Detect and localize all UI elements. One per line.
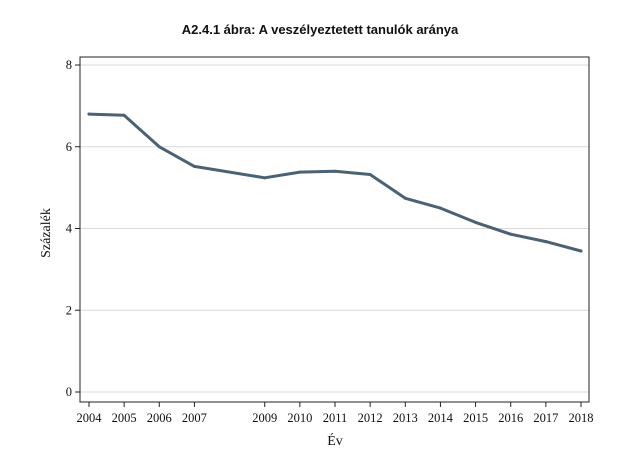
y-axis-title: Százalék [39,208,54,258]
x-tick-label: 2004 [77,411,103,425]
data-point [298,170,302,174]
data-point [368,173,372,177]
y-tick-label: 4 [66,222,73,236]
y-tick-label: 0 [66,385,72,399]
data-point [122,113,126,117]
x-tick-label: 2015 [463,411,488,425]
data-point [333,169,337,173]
x-tick-label: 2009 [252,411,277,425]
data-point [474,220,478,224]
series-line [87,112,583,253]
data-point [544,240,548,244]
x-tick-label: 2012 [358,411,383,425]
x-tick-label: 2018 [569,411,594,425]
x-axis-title: Év [327,432,343,449]
data-point [87,112,91,116]
x-tick-label: 2011 [323,411,348,425]
y-axis: 0 2 4 6 8 [66,58,80,399]
x-tick-label: 2010 [287,411,312,425]
data-point [157,145,161,149]
data-point [263,176,267,180]
data-point [403,196,407,200]
y-tick-label: 6 [66,140,72,154]
x-axis: 2004 2005 2006 2007 2009 2010 2011 2012 2013 2014… [77,402,594,425]
data-point [509,232,513,236]
plot-frame [79,56,590,403]
x-tick-label: 2005 [112,411,137,425]
chart-title: A2.4.1 ábra: A veszélyeztetett tanulók a… [181,22,459,37]
x-tick-label: 2007 [182,411,207,425]
series [87,112,583,253]
gridlines [80,64,589,393]
x-tick-label: 2013 [393,411,418,425]
x-tick-label: 2014 [428,411,454,425]
y-tick-label: 8 [66,58,72,72]
y-tick-label: 2 [66,303,72,317]
x-tick-label: 2016 [498,411,523,425]
data-point [438,206,442,210]
data-point [579,249,583,253]
x-tick-label: 2006 [147,411,172,425]
x-tick-label: 2017 [533,411,558,425]
data-point [192,164,196,168]
